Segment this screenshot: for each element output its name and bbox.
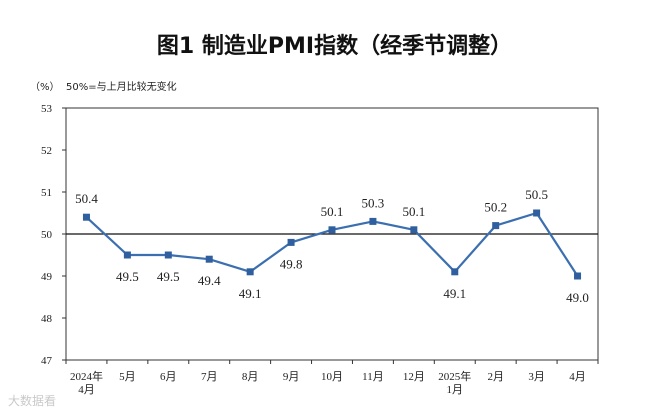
x-tick-label: 1月: [447, 384, 464, 396]
data-label: 50.2: [484, 200, 507, 215]
data-point-marker: [246, 268, 254, 276]
data-point-marker: [410, 226, 418, 234]
data-label: 49.1: [443, 286, 466, 301]
x-tick-label: 6月: [160, 371, 177, 383]
y-axis-unit-label: （%）: [30, 82, 60, 93]
y-tick-label: 53: [41, 103, 53, 115]
data-point-marker: [369, 217, 377, 225]
chart-title: 图1 制造业PMI指数（经季节调整）: [156, 34, 513, 59]
data-point-marker: [205, 255, 213, 263]
y-tick-label: 47: [41, 355, 53, 367]
data-label: 50.1: [402, 204, 425, 219]
data-label: 50.1: [321, 204, 344, 219]
x-tick-label: 7月: [201, 371, 218, 383]
data-point-marker: [451, 268, 459, 276]
x-tick-label: 4月: [78, 384, 95, 396]
y-tick-label: 52: [41, 145, 52, 157]
x-tick-label: 9月: [283, 371, 300, 383]
y-tick-label: 49: [41, 271, 53, 283]
x-tick-label: 8月: [242, 371, 259, 383]
data-point-marker: [574, 272, 582, 280]
data-label: 49.0: [566, 290, 589, 305]
x-tick-label: 2025年: [438, 369, 471, 383]
data-label: 49.8: [280, 256, 303, 271]
chart-note: 50%=与上月比较无变化: [66, 82, 177, 93]
data-point-marker: [287, 238, 295, 246]
x-tick-label: 10月: [321, 371, 343, 383]
data-label: 49.1: [239, 286, 262, 301]
series-line: [85, 211, 579, 277]
x-tick-label: 5月: [119, 371, 136, 383]
x-tick-label: 2月: [487, 371, 504, 383]
data-label: 50.3: [362, 195, 385, 210]
watermark-logo: 大数据看: [8, 394, 57, 408]
x-tick-label: 12月: [403, 371, 425, 383]
y-tick-label: 50: [41, 229, 53, 241]
data-point-marker: [123, 251, 131, 259]
data-label: 49.5: [116, 269, 139, 284]
data-point-marker: [82, 213, 90, 221]
data-point-marker: [492, 222, 500, 230]
data-point-marker: [533, 209, 541, 217]
x-tick-label: 4月: [569, 371, 586, 383]
data-label: 49.4: [198, 273, 221, 288]
data-point-marker: [328, 226, 336, 234]
y-tick-label: 51: [41, 187, 52, 199]
data-label: 50.4: [75, 191, 98, 206]
x-tick-label: 2024年: [70, 369, 103, 383]
x-tick-label: 11月: [362, 371, 384, 383]
data-label: 49.5: [157, 269, 180, 284]
data-point-marker: [164, 251, 172, 259]
y-tick-label: 48: [41, 313, 53, 325]
data-label: 50.5: [525, 187, 548, 202]
x-tick-label: 3月: [528, 371, 545, 383]
